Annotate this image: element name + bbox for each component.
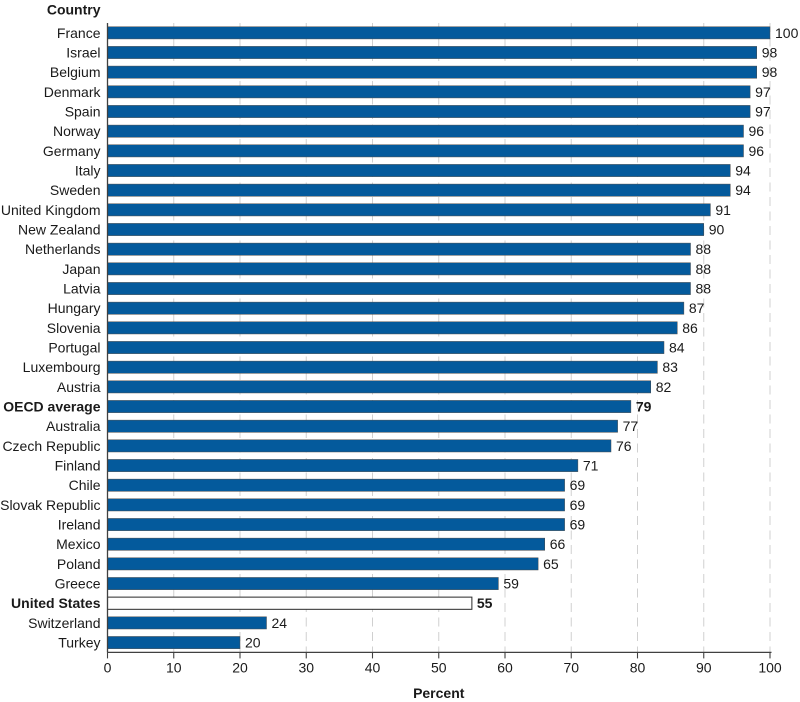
svg-text:Ireland: Ireland — [58, 517, 101, 533]
svg-text:98: 98 — [762, 45, 778, 61]
svg-text:Spain: Spain — [65, 104, 101, 120]
svg-text:Turkey: Turkey — [58, 635, 100, 651]
svg-text:59: 59 — [503, 576, 519, 592]
svg-text:Portugal: Portugal — [48, 340, 100, 356]
svg-text:Latvia: Latvia — [63, 281, 101, 297]
svg-text:66: 66 — [550, 536, 566, 552]
svg-text:80: 80 — [630, 660, 646, 676]
svg-text:86: 86 — [682, 320, 698, 336]
svg-text:New Zealand: New Zealand — [18, 222, 101, 238]
svg-text:69: 69 — [570, 497, 586, 513]
svg-text:69: 69 — [570, 517, 586, 533]
svg-text:50: 50 — [431, 660, 447, 676]
svg-text:97: 97 — [755, 104, 771, 120]
svg-text:Luxembourg: Luxembourg — [23, 359, 101, 375]
svg-text:Finland: Finland — [55, 458, 101, 474]
svg-text:Poland: Poland — [57, 556, 101, 572]
svg-text:76: 76 — [616, 438, 632, 454]
svg-text:Japan: Japan — [62, 261, 100, 277]
svg-text:Country: Country — [47, 2, 101, 18]
svg-text:84: 84 — [669, 340, 685, 356]
svg-text:Australia: Australia — [46, 418, 101, 434]
svg-text:91: 91 — [715, 202, 731, 218]
svg-text:Italy: Italy — [75, 163, 101, 179]
svg-text:40: 40 — [365, 660, 381, 676]
svg-text:71: 71 — [583, 458, 599, 474]
svg-text:Slovak Republic: Slovak Republic — [0, 497, 100, 513]
svg-text:United States: United States — [11, 595, 101, 611]
svg-text:88: 88 — [696, 241, 712, 257]
svg-text:Slovenia: Slovenia — [47, 320, 101, 336]
svg-text:77: 77 — [623, 418, 639, 434]
svg-text:79: 79 — [636, 399, 652, 415]
svg-text:96: 96 — [749, 143, 765, 159]
svg-text:20: 20 — [232, 660, 248, 676]
svg-text:98: 98 — [762, 64, 778, 80]
svg-text:Denmark: Denmark — [44, 84, 102, 100]
svg-text:96: 96 — [749, 123, 765, 139]
svg-text:69: 69 — [570, 477, 586, 493]
svg-text:65: 65 — [543, 556, 559, 572]
svg-text:Belgium: Belgium — [50, 64, 101, 80]
svg-text:94: 94 — [735, 182, 751, 198]
svg-text:Hungary: Hungary — [48, 300, 101, 316]
svg-text:70: 70 — [563, 660, 579, 676]
svg-text:90: 90 — [709, 222, 725, 238]
svg-text:83: 83 — [662, 359, 678, 375]
svg-text:France: France — [57, 25, 101, 41]
svg-text:Czech Republic: Czech Republic — [2, 438, 100, 454]
svg-text:Netherlands: Netherlands — [25, 241, 101, 257]
svg-text:20: 20 — [245, 635, 261, 651]
svg-text:Chile: Chile — [69, 477, 101, 493]
svg-text:0: 0 — [104, 660, 112, 676]
svg-text:88: 88 — [696, 261, 712, 277]
svg-text:Austria: Austria — [57, 379, 101, 395]
svg-text:Switzerland: Switzerland — [28, 615, 100, 631]
svg-text:90: 90 — [696, 660, 712, 676]
svg-text:100: 100 — [758, 660, 782, 676]
svg-text:Mexico: Mexico — [56, 536, 101, 552]
svg-text:87: 87 — [689, 300, 705, 316]
svg-text:United Kingdom: United Kingdom — [1, 202, 101, 218]
svg-text:97: 97 — [755, 84, 771, 100]
svg-text:Percent: Percent — [413, 685, 465, 701]
svg-text:10: 10 — [166, 660, 182, 676]
svg-text:60: 60 — [497, 660, 513, 676]
svg-text:30: 30 — [298, 660, 314, 676]
svg-text:82: 82 — [656, 379, 672, 395]
svg-text:Germany: Germany — [43, 143, 101, 159]
svg-text:94: 94 — [735, 163, 751, 179]
svg-text:88: 88 — [696, 281, 712, 297]
svg-text:Norway: Norway — [53, 123, 100, 139]
svg-text:Israel: Israel — [66, 45, 100, 61]
svg-text:Greece: Greece — [55, 576, 101, 592]
svg-text:55: 55 — [477, 595, 493, 611]
svg-text:24: 24 — [272, 615, 288, 631]
svg-text:OECD average: OECD average — [3, 399, 100, 415]
svg-text:Sweden: Sweden — [50, 182, 101, 198]
svg-text:100: 100 — [775, 25, 799, 41]
